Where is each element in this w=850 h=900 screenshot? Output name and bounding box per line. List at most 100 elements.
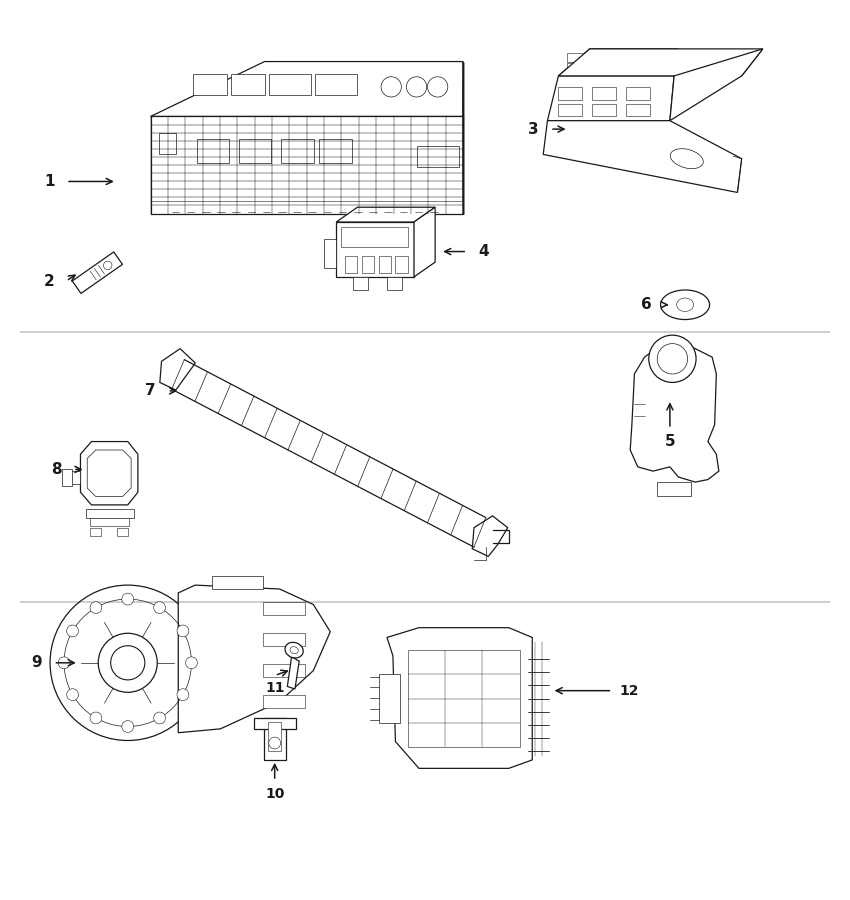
Polygon shape bbox=[281, 140, 314, 163]
Polygon shape bbox=[178, 585, 331, 733]
Circle shape bbox=[90, 712, 102, 724]
Polygon shape bbox=[197, 140, 230, 163]
Polygon shape bbox=[324, 238, 337, 268]
Polygon shape bbox=[337, 222, 414, 277]
Circle shape bbox=[122, 593, 133, 605]
Polygon shape bbox=[473, 516, 507, 556]
Polygon shape bbox=[264, 717, 286, 760]
Polygon shape bbox=[320, 140, 352, 163]
Polygon shape bbox=[160, 348, 196, 390]
Circle shape bbox=[649, 335, 696, 382]
Polygon shape bbox=[414, 207, 435, 277]
Circle shape bbox=[50, 585, 206, 741]
Polygon shape bbox=[212, 576, 263, 589]
Polygon shape bbox=[657, 482, 691, 497]
Polygon shape bbox=[90, 518, 129, 526]
Circle shape bbox=[154, 712, 166, 724]
Polygon shape bbox=[72, 252, 122, 293]
Text: 4: 4 bbox=[479, 244, 490, 259]
Circle shape bbox=[66, 625, 78, 637]
Polygon shape bbox=[599, 63, 624, 72]
Polygon shape bbox=[315, 74, 358, 95]
Polygon shape bbox=[670, 49, 762, 121]
Circle shape bbox=[269, 737, 281, 749]
Ellipse shape bbox=[285, 643, 303, 658]
Polygon shape bbox=[558, 49, 678, 76]
Polygon shape bbox=[345, 256, 358, 273]
Ellipse shape bbox=[671, 148, 703, 168]
Circle shape bbox=[104, 261, 112, 270]
Text: 3: 3 bbox=[528, 122, 538, 137]
Polygon shape bbox=[361, 256, 374, 273]
Text: 12: 12 bbox=[620, 684, 639, 698]
Circle shape bbox=[99, 634, 157, 692]
Polygon shape bbox=[71, 471, 81, 484]
Polygon shape bbox=[378, 256, 391, 273]
Circle shape bbox=[58, 657, 70, 669]
Text: 8: 8 bbox=[51, 462, 61, 477]
Circle shape bbox=[122, 721, 133, 733]
Polygon shape bbox=[193, 74, 227, 95]
Text: 7: 7 bbox=[145, 383, 156, 399]
Circle shape bbox=[185, 657, 197, 669]
Polygon shape bbox=[387, 277, 402, 290]
Polygon shape bbox=[626, 87, 649, 100]
Ellipse shape bbox=[677, 298, 694, 311]
Text: 1: 1 bbox=[44, 174, 54, 189]
Circle shape bbox=[428, 76, 448, 97]
Circle shape bbox=[381, 76, 401, 97]
Text: 9: 9 bbox=[31, 655, 42, 670]
Polygon shape bbox=[630, 345, 719, 482]
Polygon shape bbox=[263, 695, 305, 708]
Circle shape bbox=[177, 625, 189, 637]
Text: 5: 5 bbox=[665, 434, 675, 449]
Polygon shape bbox=[408, 650, 519, 747]
Polygon shape bbox=[631, 63, 656, 72]
Polygon shape bbox=[558, 49, 762, 76]
Polygon shape bbox=[337, 207, 435, 222]
Circle shape bbox=[90, 602, 102, 614]
Polygon shape bbox=[263, 602, 305, 616]
Polygon shape bbox=[378, 674, 400, 724]
Circle shape bbox=[657, 344, 688, 374]
Polygon shape bbox=[558, 87, 582, 100]
Polygon shape bbox=[88, 450, 131, 497]
Polygon shape bbox=[626, 104, 649, 116]
Text: 10: 10 bbox=[265, 787, 285, 801]
Polygon shape bbox=[387, 627, 532, 769]
Polygon shape bbox=[263, 633, 305, 646]
Polygon shape bbox=[90, 527, 101, 536]
Text: 11: 11 bbox=[265, 681, 285, 695]
Polygon shape bbox=[116, 527, 127, 536]
Polygon shape bbox=[263, 664, 305, 678]
Polygon shape bbox=[631, 53, 656, 61]
Polygon shape bbox=[269, 74, 311, 95]
Polygon shape bbox=[150, 61, 463, 116]
Polygon shape bbox=[268, 722, 281, 752]
Text: 2: 2 bbox=[44, 274, 54, 289]
Polygon shape bbox=[558, 104, 582, 116]
Polygon shape bbox=[543, 121, 742, 193]
Circle shape bbox=[177, 688, 189, 700]
Ellipse shape bbox=[660, 290, 710, 320]
Polygon shape bbox=[416, 146, 459, 167]
Polygon shape bbox=[341, 228, 408, 247]
Circle shape bbox=[406, 76, 427, 97]
Polygon shape bbox=[231, 74, 264, 95]
Polygon shape bbox=[395, 256, 408, 273]
Circle shape bbox=[66, 688, 78, 700]
Polygon shape bbox=[592, 104, 616, 116]
Polygon shape bbox=[599, 53, 624, 61]
Polygon shape bbox=[547, 76, 674, 121]
Polygon shape bbox=[81, 442, 138, 505]
Polygon shape bbox=[239, 140, 271, 163]
Polygon shape bbox=[62, 469, 72, 486]
Text: 6: 6 bbox=[641, 297, 652, 312]
Polygon shape bbox=[150, 116, 463, 213]
Polygon shape bbox=[567, 53, 592, 61]
Polygon shape bbox=[159, 133, 176, 155]
Circle shape bbox=[154, 602, 166, 614]
Polygon shape bbox=[86, 509, 133, 518]
Polygon shape bbox=[567, 63, 592, 72]
Ellipse shape bbox=[290, 646, 298, 653]
